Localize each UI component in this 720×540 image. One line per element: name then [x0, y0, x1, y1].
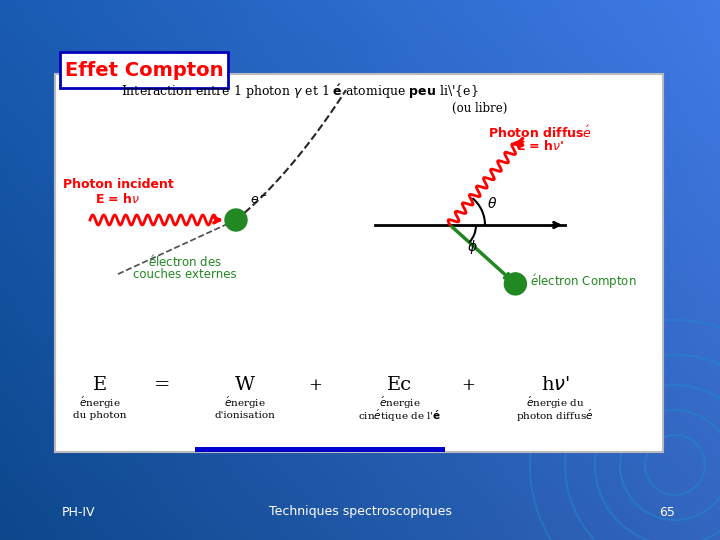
Circle shape — [505, 273, 526, 295]
Text: Interaction entre 1 photon $\gamma$ et 1 $\mathbf{\acute{e}}$ atomique $\mathbf{: Interaction entre 1 photon $\gamma$ et 1… — [121, 83, 479, 101]
Text: $\acute{e}$lectron des: $\acute{e}$lectron des — [148, 254, 222, 270]
Text: W: W — [235, 376, 255, 394]
Text: d'ionisation: d'ionisation — [215, 411, 276, 421]
Text: +: + — [461, 376, 475, 394]
Text: $\theta$: $\theta$ — [487, 195, 497, 211]
Text: Photon incident: Photon incident — [63, 179, 174, 192]
Text: $e^-$: $e^-$ — [250, 194, 269, 207]
Text: Effet Compton: Effet Compton — [65, 60, 223, 79]
Text: +: + — [308, 376, 322, 394]
Text: h$\nu$': h$\nu$' — [541, 376, 570, 394]
Text: $\acute{e}$nergie: $\acute{e}$nergie — [224, 395, 266, 411]
Text: Ec: Ec — [387, 376, 413, 394]
FancyBboxPatch shape — [60, 52, 228, 88]
Text: 65: 65 — [659, 505, 675, 518]
Text: E = h$\nu$: E = h$\nu$ — [95, 192, 140, 206]
Text: (ou libre): (ou libre) — [452, 102, 508, 114]
Text: E: E — [93, 376, 107, 394]
Text: du photon: du photon — [73, 411, 127, 421]
Text: couches externes: couches externes — [133, 268, 237, 281]
Text: photon diffus$\acute{e}$: photon diffus$\acute{e}$ — [516, 408, 594, 424]
Text: $\acute{e}$lectron Compton: $\acute{e}$lectron Compton — [531, 272, 637, 292]
Text: $\acute{e}$nergie du: $\acute{e}$nergie du — [526, 395, 584, 411]
Bar — [55, 74, 663, 452]
Text: =: = — [154, 376, 170, 394]
Text: cin$\acute{e}$tique de l'$\mathbf{\acute{e}}$: cin$\acute{e}$tique de l'$\mathbf{\acute… — [359, 408, 441, 424]
Circle shape — [225, 209, 247, 231]
Text: $\acute{e}$nergie: $\acute{e}$nergie — [79, 395, 121, 411]
Bar — [195, 447, 445, 452]
Text: $\phi$: $\phi$ — [467, 238, 477, 256]
Text: PH-IV: PH-IV — [62, 505, 96, 518]
Text: Techniques spectroscopiques: Techniques spectroscopiques — [269, 505, 451, 518]
Text: Photon diffus$\acute{e}$: Photon diffus$\acute{e}$ — [488, 125, 592, 141]
Text: E = h$\nu$': E = h$\nu$' — [516, 139, 564, 153]
Text: $\acute{e}$nergie: $\acute{e}$nergie — [379, 395, 421, 411]
